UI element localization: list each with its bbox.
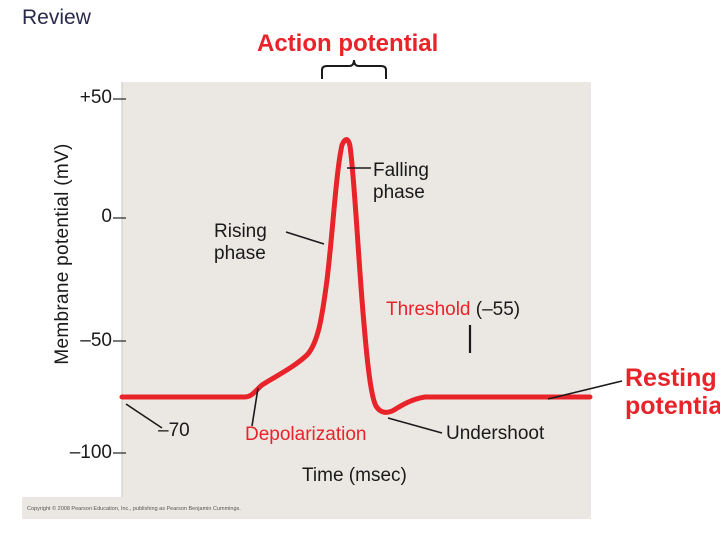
action-potential-brace: [321, 59, 387, 79]
minus70-label: –70: [158, 420, 190, 441]
y-tick-label: +50: [79, 87, 112, 108]
resting-leader: [547, 380, 623, 400]
rising-phase-leader: [285, 231, 325, 245]
minus70-leader: [125, 403, 163, 429]
y-tick-label: –100: [69, 442, 112, 463]
resting-potential-label: Resting potential: [625, 364, 720, 420]
rising-phase-line2: phase: [214, 243, 266, 264]
y-tick-label: 0: [101, 206, 112, 227]
falling-phase-line1: Falling: [373, 160, 429, 181]
review-tag: Review: [22, 6, 91, 29]
falling-phase-label: Falling phase: [373, 160, 429, 204]
resting-potential-line2: potential: [625, 392, 720, 420]
copyright-notice: Copyright © 2008 Pearson Education, Inc.…: [27, 506, 241, 512]
threshold-word: Threshold: [386, 299, 471, 320]
depolarization-label: Depolarization: [245, 424, 367, 445]
undershoot-label: Undershoot: [446, 423, 545, 444]
x-axis-label: Time (msec): [302, 465, 407, 486]
threshold-value: (–55): [475, 299, 521, 320]
plot-panel: [122, 82, 591, 497]
resting-potential-line1: Resting: [625, 364, 717, 392]
copyright-strip: [22, 497, 591, 519]
rising-phase-label: Rising phase: [214, 221, 267, 265]
threshold-label: Threshold (–55): [386, 299, 520, 321]
diagram-title: Action potential: [257, 30, 439, 57]
y-tick-label: –50: [80, 330, 112, 351]
depolarization-leader: [251, 387, 259, 427]
rising-phase-line1: Rising: [214, 221, 267, 242]
undershoot-leader: [387, 417, 443, 434]
membrane-potential-trace: [119, 137, 593, 415]
falling-phase-line2: phase: [373, 182, 425, 203]
